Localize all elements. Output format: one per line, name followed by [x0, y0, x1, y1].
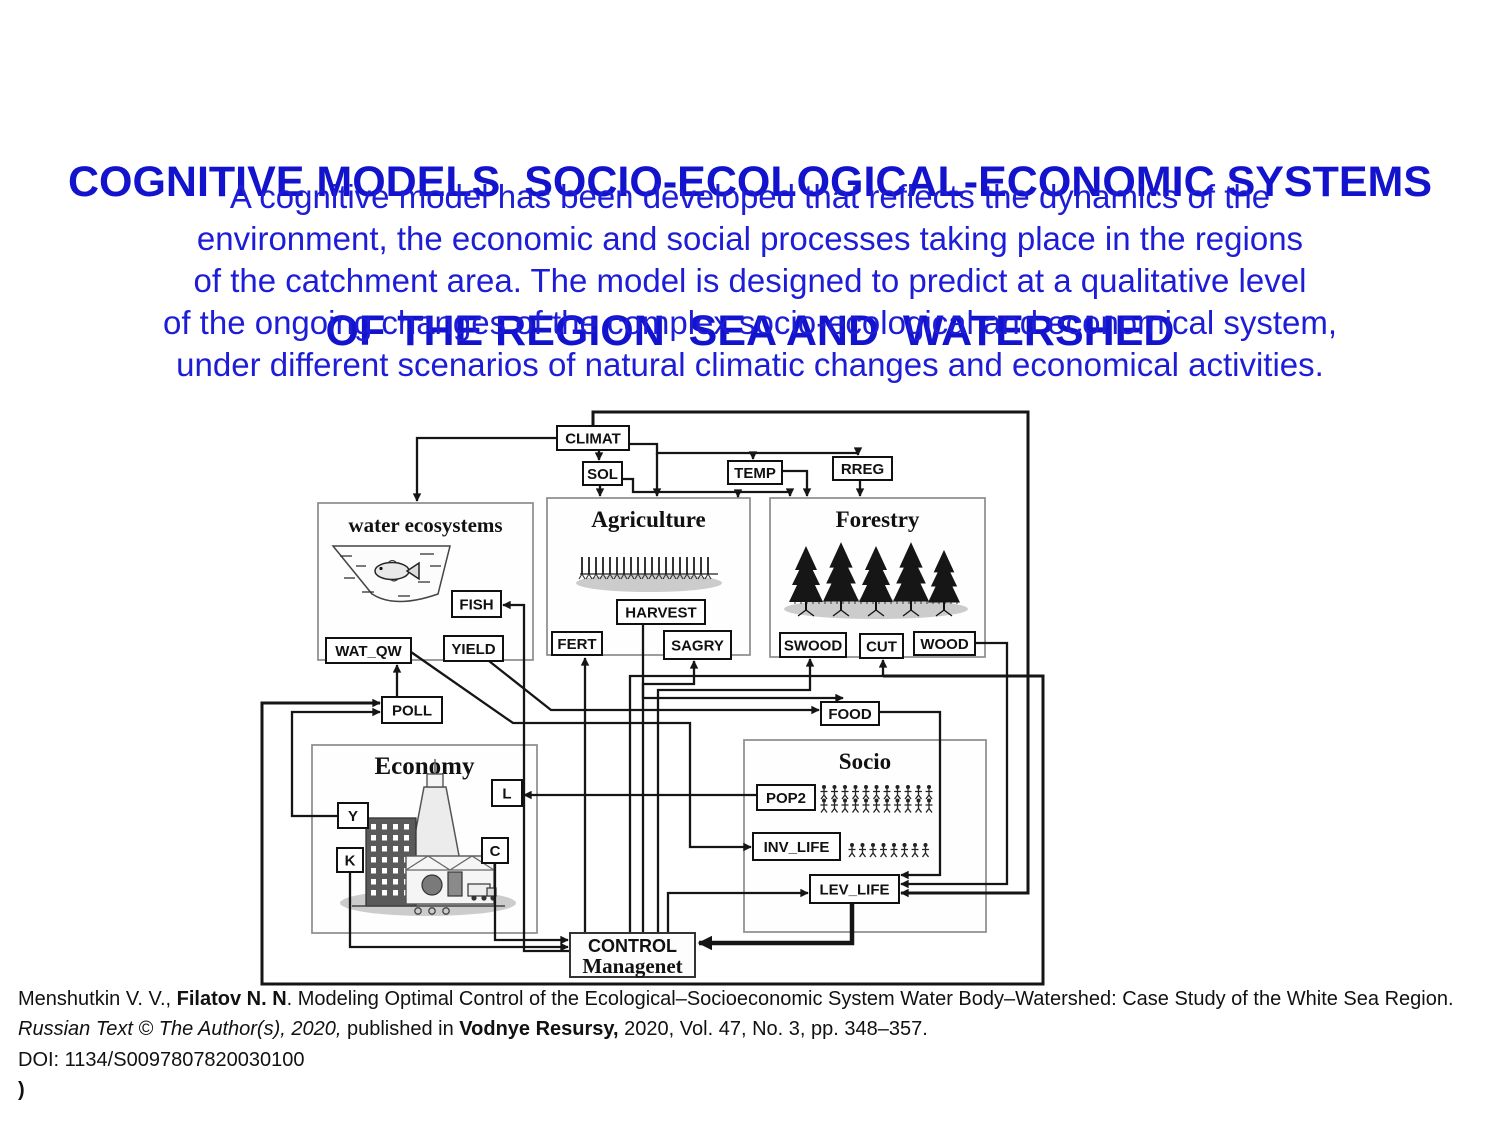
citation-volume: 2020, Vol. 47, No. 3, pp. 348–357.	[618, 1018, 928, 1040]
edge-climat-lev_life	[591, 410, 1030, 898]
edge-control-swood	[656, 658, 815, 933]
edge-c-control	[493, 863, 569, 945]
node-wat_qw: WAT_QW	[325, 637, 412, 664]
citation-author-bold: Filatov N. N	[176, 988, 287, 1010]
node-label-inv_life: INV_LIFE	[764, 839, 830, 856]
node-pop2: POP2	[756, 784, 816, 811]
citation-published-in: published in	[341, 1018, 460, 1040]
node-label-pop2: POP2	[766, 790, 806, 807]
edge-control-lev_life	[666, 888, 809, 933]
node-c: C	[481, 837, 509, 864]
edge-control-cut	[628, 659, 888, 933]
node-fish: FISH	[451, 590, 502, 618]
edge-k-control	[348, 872, 569, 952]
edge-climat-water_eco	[412, 436, 557, 502]
node-poll: POLL	[381, 696, 443, 724]
slide-title: COGNITIVE MODELS SOCIO-ECOLOGICAL-ECONOM…	[0, 58, 1500, 457]
container-title-agriculture: Agriculture	[591, 507, 706, 532]
node-l: L	[491, 779, 523, 807]
people-icon-pop2-crowd	[820, 785, 933, 813]
node-label-l: L	[502, 786, 511, 803]
node-label-sagry: SAGRY	[671, 638, 724, 655]
conifer-trees-icon	[784, 542, 968, 619]
container-title-economy: Economy	[375, 753, 476, 780]
node-food: FOOD	[820, 701, 880, 726]
citation-paren: )	[18, 1079, 25, 1101]
node-fert: FERT	[551, 631, 603, 656]
edge-control-sagry	[641, 660, 699, 933]
edge-yield-food	[488, 660, 820, 715]
citation-authors: Menshutkin V. V.,	[18, 988, 177, 1010]
node-label-c: C	[490, 843, 501, 860]
node-cut: CUT	[859, 633, 904, 659]
node-inv_life: INV_LIFE	[752, 832, 841, 861]
edge-lev_life-control	[697, 903, 855, 951]
container-water_eco: water ecosystems	[317, 502, 534, 661]
edge-y-poll	[290, 707, 381, 818]
citation-title: . Modeling Optimal Control of the Ecolog…	[286, 988, 1454, 1010]
container-title-forestry: Forestry	[836, 507, 920, 532]
node-k: K	[336, 847, 364, 873]
slide-title-line1: COGNITIVE MODELS SOCIO-ECOLOGICAL-ECONOM…	[67, 157, 1433, 206]
node-label-fert: FERT	[557, 636, 596, 653]
node-sol: SOL	[582, 461, 623, 486]
people-icon-inv-crowd	[848, 843, 930, 858]
node-label-rreg: RREG	[841, 461, 884, 478]
citation-russian-text: Russian Text © The Author(s), 2020,	[18, 1018, 342, 1040]
node-label-k: K	[345, 853, 356, 870]
node-yield: YIELD	[443, 635, 504, 662]
pond-fish-icon	[331, 545, 451, 603]
slide-abstract: A cognitive model has been developed tha…	[162, 178, 1337, 383]
edge-wat_qw-inv_life	[410, 651, 752, 852]
node-label-sol: SOL	[587, 466, 618, 483]
edge-sol-forestry	[622, 477, 795, 497]
node-label-wood: WOOD	[920, 636, 968, 653]
node-label-swood: SWOOD	[784, 638, 842, 655]
node-harvest: HARVEST	[616, 599, 706, 625]
edge-climat-rreg	[753, 447, 863, 456]
node-swood: SWOOD	[779, 632, 847, 658]
node-label-yield: YIELD	[451, 641, 495, 658]
container-title-socio: Socio	[839, 749, 891, 774]
node-wood: WOOD	[913, 631, 976, 656]
node-label-climat: CLIMAT	[565, 431, 621, 448]
node-label-harvest: HARVEST	[625, 605, 696, 622]
node-label-poll: POLL	[392, 703, 432, 720]
node-lev_life: LEV_LIFE	[809, 874, 900, 904]
node-climat: CLIMAT	[556, 425, 630, 451]
edge-loop-poll	[260, 674, 1045, 986]
node-label-fish: FISH	[459, 597, 493, 614]
node-label-cut: CUT	[866, 639, 897, 656]
edge-food-lev_life	[879, 710, 942, 880]
node-y: Y	[337, 802, 369, 829]
container-title-water_eco: water ecosystems	[348, 513, 502, 537]
citation-journal: Vodnye Resursy,	[459, 1018, 619, 1040]
citation-block: Menshutkin V. V., Filatov N. N. Modeling…	[18, 984, 1482, 1105]
crops-icon	[576, 557, 722, 592]
node-label-food: FOOD	[828, 706, 871, 723]
edge-control-fish	[502, 600, 570, 953]
node-temp: TEMP	[727, 460, 783, 485]
node-sagry: SAGRY	[663, 630, 732, 660]
node-rreg: RREG	[832, 456, 893, 481]
control-label-1: CONTROL	[588, 936, 677, 956]
node-label-y: Y	[348, 808, 358, 825]
edge-wood-lev_life	[900, 641, 1009, 889]
factory-icon	[340, 759, 516, 916]
node-label-temp: TEMP	[734, 465, 776, 482]
edge-temp-forestry	[782, 469, 812, 497]
citation-doi: DOI: 1134/S0097807820030100	[18, 1049, 305, 1071]
node-label-lev_life: LEV_LIFE	[819, 882, 889, 899]
citation-text: Menshutkin V. V., Filatov N. N. Modeling…	[18, 984, 1482, 1044]
node-label-wat_qw: WAT_QW	[335, 643, 402, 660]
control-label-2: Managenet	[582, 954, 682, 978]
slide-title-line2: OF THE REGION SEA AND WATERSHED	[325, 307, 1175, 356]
